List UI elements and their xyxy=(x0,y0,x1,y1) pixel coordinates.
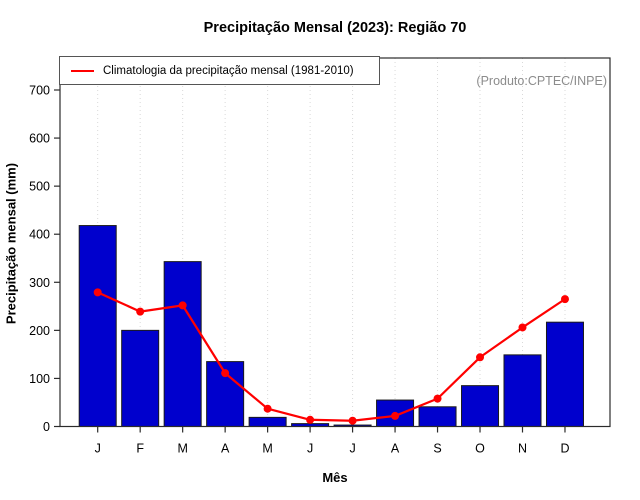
bar-O10 xyxy=(461,385,500,427)
x-tick-label: N xyxy=(518,442,527,456)
climatology-point xyxy=(263,404,272,413)
climatology-point xyxy=(433,394,442,403)
bar-N11 xyxy=(503,354,542,427)
climatology-point xyxy=(391,411,400,420)
bar-F2 xyxy=(121,329,160,428)
y-tick-label: 700 xyxy=(29,84,50,98)
y-tick-label: 300 xyxy=(29,276,50,290)
x-tick-label: A xyxy=(221,442,230,456)
climatology-line xyxy=(97,291,566,422)
x-tick-label: J xyxy=(307,442,313,456)
legend-label: Climatologia da precipitação mensal (198… xyxy=(103,64,354,77)
bar-S9 xyxy=(418,406,457,427)
x-tick-label: M xyxy=(177,442,187,456)
climatology-point xyxy=(348,416,357,425)
x-tick-label: O xyxy=(475,442,485,456)
legend-line-key xyxy=(71,69,94,72)
climatology-point xyxy=(221,369,230,378)
climatology-point xyxy=(136,307,145,316)
climatology-point xyxy=(306,415,315,424)
y-tick-label: 600 xyxy=(29,132,50,146)
climatology-point xyxy=(93,288,102,297)
bar-M5 xyxy=(248,416,287,427)
bar-J1 xyxy=(78,225,117,427)
climatology-point xyxy=(476,353,485,362)
x-tick-label: A xyxy=(391,442,400,456)
y-tick-label: 400 xyxy=(29,228,50,242)
chart-title: Precipitação Mensal (2023): Região 70 xyxy=(203,20,467,36)
climatology-point xyxy=(560,295,569,304)
x-tick-label: M xyxy=(262,442,272,456)
y-tick-label: 0 xyxy=(43,420,50,434)
bar-M3 xyxy=(163,261,202,427)
legend-box: Climatologia da precipitação mensal (198… xyxy=(59,56,380,85)
x-tick-label: D xyxy=(560,442,569,456)
y-tick-label: 100 xyxy=(29,372,50,386)
x-axis-label: Mês xyxy=(322,470,348,485)
product-annotation: (Produto:CPTEC/INPE) xyxy=(476,74,607,88)
climatology-point xyxy=(518,323,527,332)
bar-D12 xyxy=(545,321,584,427)
y-tick-label: 200 xyxy=(29,324,50,338)
x-tick-label: J xyxy=(95,442,101,456)
x-tick-label: J xyxy=(349,442,355,456)
x-tick-label: S xyxy=(433,442,441,456)
x-tick-label: F xyxy=(136,442,144,456)
climatology-point xyxy=(178,301,187,310)
y-tick-label: 500 xyxy=(29,180,50,194)
